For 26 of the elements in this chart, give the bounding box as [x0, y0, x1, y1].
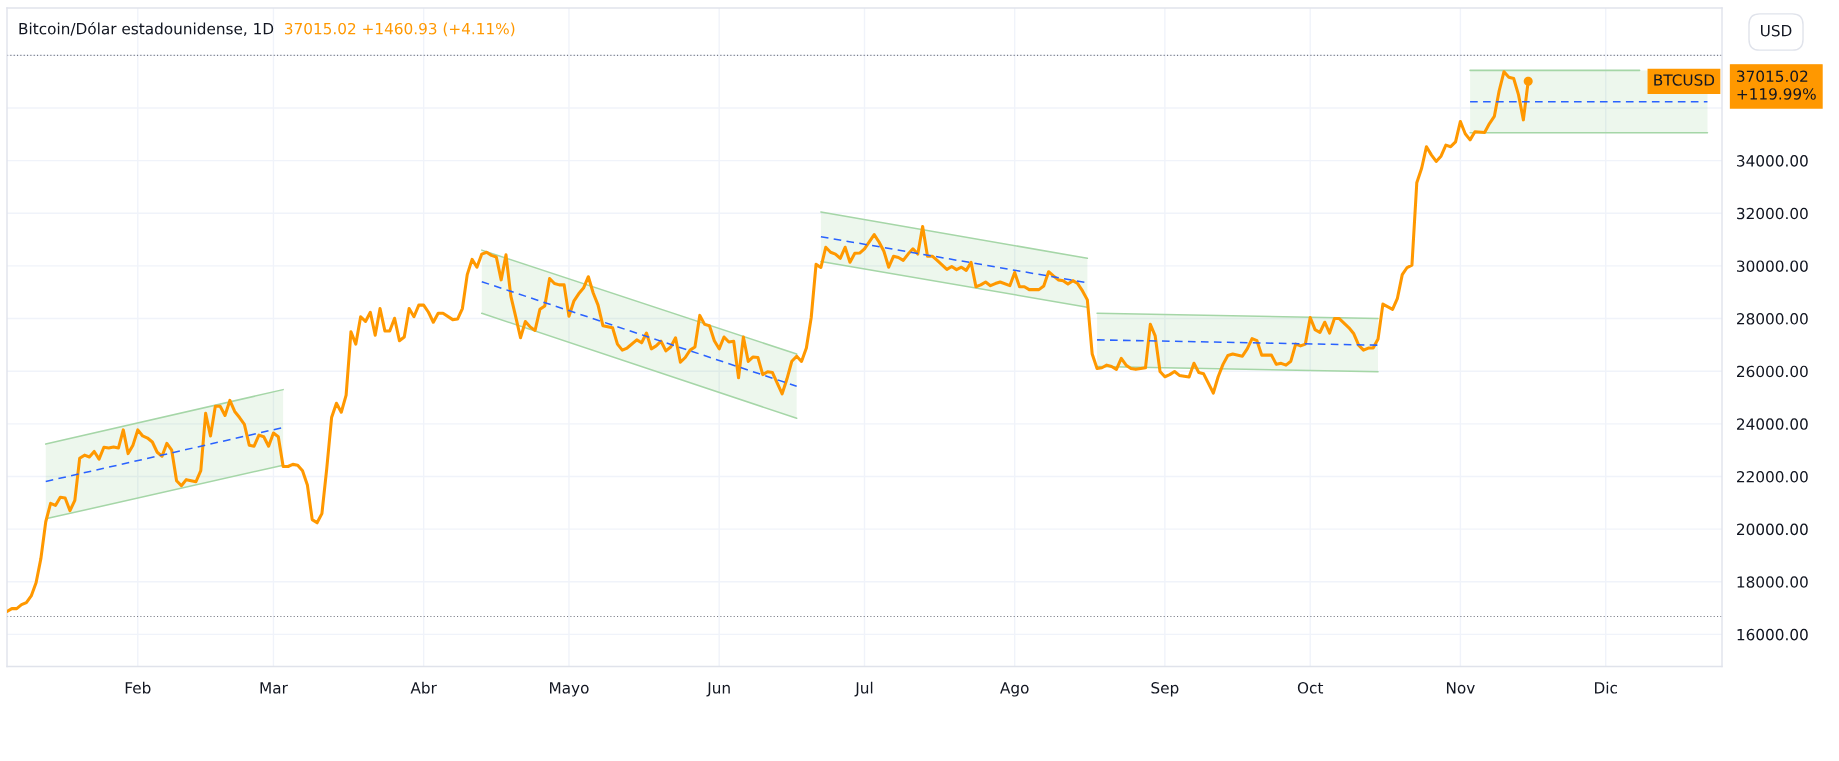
- text: 37015.02 +119.99%: [1737, 70, 1816, 100]
- x-tick-label: Mar: [260, 682, 288, 694]
- y-tick-label: 32000.00: [1737, 207, 1808, 220]
- x-tick-label: Jun: [706, 682, 730, 697]
- text: Bitcoin/Dólar estadounidense, 1D: [19, 22, 274, 36]
- x-tick-label: Abr: [410, 681, 437, 694]
- y-tick-label: 24000.00: [1737, 418, 1808, 430]
- y-tick-label: 16000.00: [1737, 628, 1808, 641]
- y-axis-title: USD: [1761, 24, 1792, 37]
- x-tick-label: Mayo: [550, 682, 589, 697]
- y-tick-label: 22000.00: [1737, 470, 1808, 483]
- y-tick-label: 20000.00: [1737, 523, 1808, 536]
- text: 37015.02 +1460.93 (+4.11%): [284, 22, 515, 37]
- x-tick-label: Oct: [1297, 682, 1324, 694]
- y-tick-label: 26000.00: [1737, 365, 1808, 378]
- x-tick-label: Jul: [854, 681, 873, 697]
- x-tick-label: Nov: [1446, 682, 1475, 694]
- text: BTCUSD: [1654, 74, 1715, 86]
- y-tick-label: 34000.00: [1737, 155, 1808, 167]
- x-tick-label: Ago: [1000, 682, 1029, 697]
- y-tick-label: 30000.00: [1737, 260, 1808, 272]
- x-tick-label: Sep: [1151, 682, 1179, 697]
- x-tick-label: Dic: [1595, 681, 1617, 694]
- y-tick-label: 18000.00: [1737, 576, 1808, 588]
- y-tick-label: 28000.00: [1737, 313, 1808, 325]
- x-tick-label: Feb: [125, 681, 151, 694]
